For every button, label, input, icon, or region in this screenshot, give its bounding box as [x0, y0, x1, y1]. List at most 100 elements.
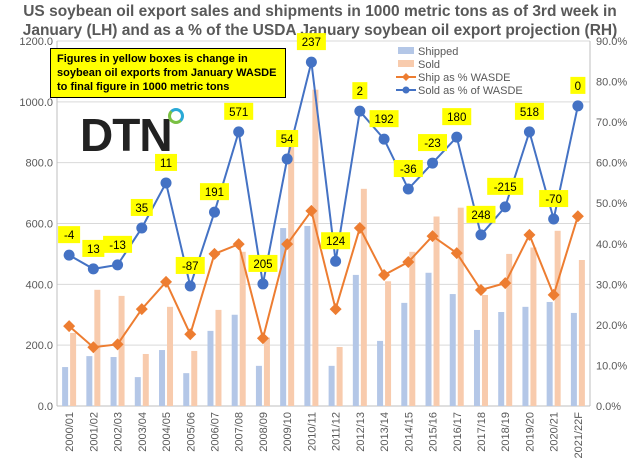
legend-label: Ship as % WASDE — [418, 72, 511, 84]
left-axis-tick: 400.0 — [25, 279, 53, 291]
bar-sold — [239, 251, 246, 406]
bar-sold — [70, 333, 77, 406]
annotation-label: 0 — [575, 81, 581, 93]
x-axis-tick: 2000/01 — [64, 412, 76, 452]
annotation-box — [58, 226, 81, 244]
bar-sold — [336, 346, 343, 406]
line-ship-as-wasde — [68, 208, 579, 349]
annotation-box — [321, 232, 351, 250]
point-ship-pct — [135, 303, 148, 316]
bar-shipped — [304, 225, 311, 406]
point-sold-pct — [523, 126, 535, 138]
annotation-box — [130, 198, 153, 216]
right-axis-tick: 40.0% — [596, 239, 627, 251]
right-axis-tick: 70.0% — [596, 117, 627, 129]
bar-shipped — [134, 377, 141, 406]
bar-sold — [142, 353, 149, 406]
x-axis-tick: 2001/02 — [88, 412, 100, 452]
annotation-label: 35 — [135, 203, 148, 215]
x-axis-tick: 2014/15 — [403, 412, 415, 452]
point-sold-pct — [184, 280, 196, 292]
annotation-label: 571 — [229, 107, 248, 119]
point-sold-pct — [402, 183, 414, 195]
bar-shipped — [207, 330, 214, 406]
point-sold-pct — [160, 177, 172, 189]
x-axis-tick: 2002/03 — [113, 412, 125, 452]
x-axis-tick: 2020/21 — [549, 412, 561, 452]
annotation-box — [224, 102, 254, 120]
annotation-box — [82, 239, 105, 257]
legend-swatch — [398, 60, 414, 67]
bar-sold — [263, 337, 270, 406]
annotation-label: -87 — [182, 261, 199, 273]
legend-swatch — [398, 47, 414, 54]
point-ship-pct — [426, 230, 439, 243]
x-axis-tick: 2016/17 — [452, 412, 464, 452]
point-ship-pct — [499, 277, 512, 290]
x-axis-tick: 2010/11 — [306, 412, 318, 451]
bar-shipped — [570, 312, 577, 406]
annotation-box — [418, 134, 448, 152]
point-sold-pct — [427, 157, 439, 169]
annotation-label: 192 — [374, 114, 393, 126]
right-axis-tick: 60.0% — [596, 158, 627, 170]
x-axis-tick: 2021/22F — [573, 412, 585, 459]
point-ship-pct — [160, 275, 173, 288]
annotation-label: 180 — [447, 112, 466, 124]
dtn-logo: DTN — [80, 108, 173, 162]
x-axis-tick: 2004/05 — [161, 412, 173, 452]
annotation-label: 237 — [302, 37, 321, 49]
annotation-box — [296, 33, 326, 51]
annotation-box — [539, 190, 569, 208]
bar-shipped — [328, 365, 335, 406]
annotation-box — [514, 102, 544, 120]
annotation-box — [199, 183, 229, 201]
point-ship-pct — [523, 228, 536, 241]
annotation-label: -70 — [545, 194, 562, 206]
annotation-label: -13 — [109, 240, 126, 252]
x-axis-tick: 2008/09 — [258, 412, 270, 452]
point-ship-pct — [87, 341, 100, 354]
x-axis-tick: 2006/07 — [209, 412, 221, 452]
bar-sold — [191, 350, 198, 406]
annotation-box — [248, 254, 278, 272]
bar-shipped — [110, 357, 117, 406]
x-axis-tick: 2003/04 — [137, 412, 149, 452]
point-ship-pct — [474, 284, 487, 297]
bar-shipped — [473, 329, 480, 406]
annotation-label: 11 — [160, 158, 172, 170]
x-axis-tick: 2007/08 — [234, 412, 246, 452]
x-axis-tick: 2015/16 — [428, 412, 440, 452]
note-box: Figures in yellow boxes is change in soy… — [50, 48, 286, 98]
annotation-box — [103, 235, 133, 253]
bar-shipped — [449, 294, 456, 406]
left-axis-tick: 200.0 — [25, 340, 53, 352]
point-sold-pct — [475, 229, 487, 241]
bar-sold — [457, 207, 464, 406]
annotation-box — [175, 256, 205, 274]
annotation-label: 191 — [205, 187, 224, 199]
annotation-box — [352, 82, 368, 100]
annotation-box — [276, 130, 299, 148]
bar-shipped — [522, 306, 529, 406]
point-sold-pct — [378, 133, 390, 145]
x-axis-tick: 2011/12 — [331, 412, 343, 451]
point-ship-pct — [256, 332, 269, 345]
point-sold-pct — [208, 206, 220, 218]
bar-sold — [312, 89, 319, 407]
annotation-label: 13 — [87, 244, 100, 256]
right-axis-tick: 0.0% — [596, 401, 621, 413]
x-axis-tick: 2009/10 — [282, 412, 294, 452]
annotation-label: -215 — [494, 182, 517, 194]
x-axis-tick: 2013/14 — [379, 412, 391, 452]
point-sold-pct — [136, 222, 148, 234]
bar-shipped — [352, 274, 359, 406]
point-sold-pct — [63, 249, 75, 261]
legend-label: Shipped — [418, 46, 458, 58]
chart-title: US soybean oil export sales and shipment… — [22, 3, 618, 39]
bar-shipped — [425, 272, 432, 406]
bar-shipped — [231, 314, 238, 406]
legend-marker — [402, 86, 410, 94]
annotation-label: -36 — [400, 164, 417, 176]
